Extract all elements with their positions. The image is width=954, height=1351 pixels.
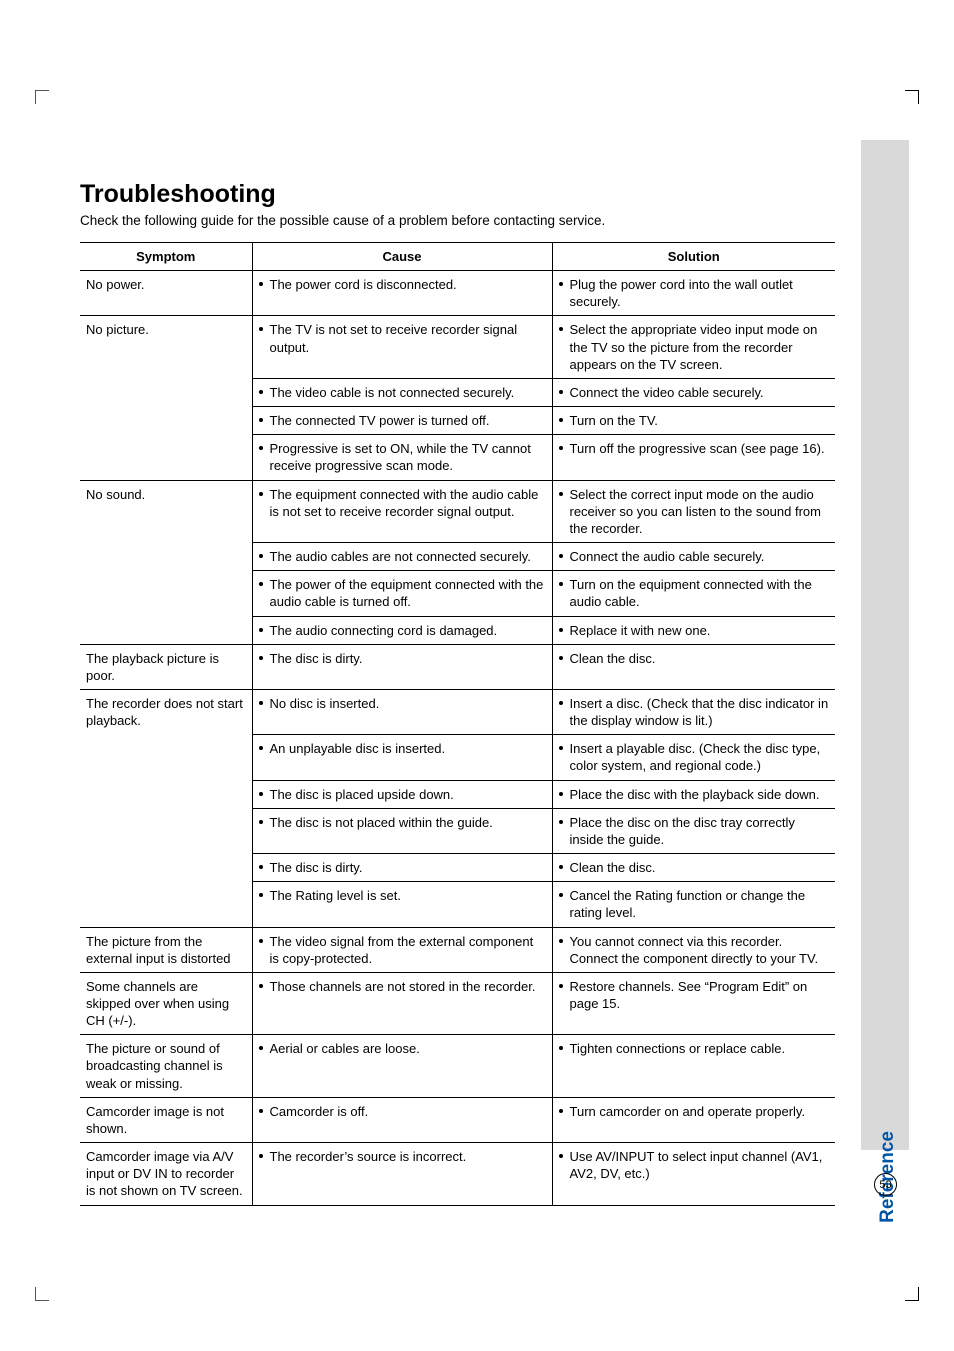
- col-solution: Solution: [552, 243, 835, 271]
- solution-cell: Place the disc on the disc tray correctl…: [552, 808, 835, 853]
- cause-cell: The disc is not placed within the guide.: [252, 808, 552, 853]
- solution-cell: Select the appropriate video input mode …: [552, 316, 835, 378]
- crop-mark: [35, 1287, 49, 1301]
- symptom-cell: The picture or sound of broadcasting cha…: [80, 1035, 252, 1097]
- intro-text: Check the following guide for the possib…: [80, 213, 835, 228]
- symptom-cell: Camcorder image via A/V input or DV IN t…: [80, 1143, 252, 1205]
- col-symptom: Symptom: [80, 243, 252, 271]
- solution-cell: Plug the power cord into the wall outlet…: [552, 271, 835, 316]
- symptom-cell: The recorder does not start playback.: [80, 689, 252, 927]
- cause-cell: The recorder’s source is incorrect.: [252, 1143, 552, 1205]
- solution-cell: Restore channels. See “Program Edit” on …: [552, 972, 835, 1034]
- cause-cell: The power of the equipment connected wit…: [252, 571, 552, 616]
- table-row: The picture or sound of broadcasting cha…: [80, 1035, 835, 1097]
- col-cause: Cause: [252, 243, 552, 271]
- cause-cell: The video signal from the external compo…: [252, 927, 552, 972]
- solution-cell: Turn on the equipment connected with the…: [552, 571, 835, 616]
- crop-mark: [35, 90, 49, 104]
- symptom-cell: Camcorder image is not shown.: [80, 1097, 252, 1142]
- table-row: Camcorder image is not shown.Camcorder i…: [80, 1097, 835, 1142]
- solution-cell: Cancel the Rating function or change the…: [552, 882, 835, 927]
- solution-cell: Use AV/INPUT to select input channel (AV…: [552, 1143, 835, 1205]
- solution-cell: Turn on the TV.: [552, 407, 835, 435]
- page-number: 53: [874, 1173, 897, 1196]
- solution-cell: Clean the disc.: [552, 644, 835, 689]
- cause-cell: The power cord is disconnected.: [252, 271, 552, 316]
- solution-cell: Turn camcorder on and operate properly.: [552, 1097, 835, 1142]
- cause-cell: Those channels are not stored in the rec…: [252, 972, 552, 1034]
- crop-mark: [905, 90, 919, 104]
- page-content: Troubleshooting Check the following guid…: [80, 180, 835, 1206]
- cause-cell: The video cable is not connected securel…: [252, 378, 552, 406]
- solution-cell: Insert a disc. (Check that the disc indi…: [552, 689, 835, 734]
- cause-cell: The audio cables are not connected secur…: [252, 543, 552, 571]
- cause-cell: The audio connecting cord is damaged.: [252, 616, 552, 644]
- symptom-cell: No power.: [80, 271, 252, 316]
- cause-cell: Progressive is set to ON, while the TV c…: [252, 435, 552, 480]
- table-row: No picture.The TV is not set to receive …: [80, 316, 835, 378]
- cause-cell: No disc is inserted.: [252, 689, 552, 734]
- solution-cell: Turn off the progressive scan (see page …: [552, 435, 835, 480]
- solution-cell: Insert a playable disc. (Check the disc …: [552, 735, 835, 780]
- symptom-cell: The playback picture is poor.: [80, 644, 252, 689]
- table-row: The playback picture is poor.The disc is…: [80, 644, 835, 689]
- table-row: The picture from the external input is d…: [80, 927, 835, 972]
- cause-cell: Aerial or cables are loose.: [252, 1035, 552, 1097]
- symptom-cell: No sound.: [80, 480, 252, 644]
- solution-cell: Connect the audio cable securely.: [552, 543, 835, 571]
- crop-mark: [905, 1287, 919, 1301]
- table-row: The recorder does not start playback.No …: [80, 689, 835, 734]
- symptom-cell: Some channels are skipped over when usin…: [80, 972, 252, 1034]
- cause-cell: The TV is not set to receive recorder si…: [252, 316, 552, 378]
- solution-cell: Connect the video cable securely.: [552, 378, 835, 406]
- cause-cell: Camcorder is off.: [252, 1097, 552, 1142]
- cause-cell: The equipment connected with the audio c…: [252, 480, 552, 542]
- solution-cell: Clean the disc.: [552, 854, 835, 882]
- cause-cell: The connected TV power is turned off.: [252, 407, 552, 435]
- solution-cell: Select the correct input mode on the aud…: [552, 480, 835, 542]
- cause-cell: The disc is dirty.: [252, 644, 552, 689]
- table-row: Some channels are skipped over when usin…: [80, 972, 835, 1034]
- table-row: Camcorder image via A/V input or DV IN t…: [80, 1143, 835, 1205]
- table-row: No sound.The equipment connected with th…: [80, 480, 835, 542]
- table-row: No power.The power cord is disconnected.…: [80, 271, 835, 316]
- symptom-cell: The picture from the external input is d…: [80, 927, 252, 972]
- solution-cell: Place the disc with the playback side do…: [552, 780, 835, 808]
- cause-cell: The Rating level is set.: [252, 882, 552, 927]
- cause-cell: The disc is placed upside down.: [252, 780, 552, 808]
- table-header-row: Symptom Cause Solution: [80, 243, 835, 271]
- symptom-cell: No picture.: [80, 316, 252, 480]
- cause-cell: An unplayable disc is inserted.: [252, 735, 552, 780]
- solution-cell: Tighten connections or replace cable.: [552, 1035, 835, 1097]
- troubleshooting-table: Symptom Cause Solution No power.The powe…: [80, 242, 835, 1206]
- solution-cell: You cannot connect via this recorder. Co…: [552, 927, 835, 972]
- cause-cell: The disc is dirty.: [252, 854, 552, 882]
- sidebar-tab: [861, 140, 909, 1150]
- page-title: Troubleshooting: [80, 180, 835, 209]
- solution-cell: Replace it with new one.: [552, 616, 835, 644]
